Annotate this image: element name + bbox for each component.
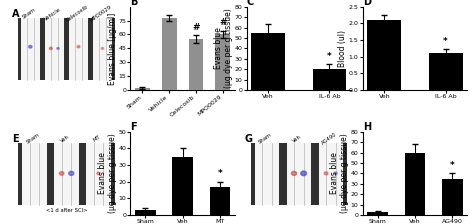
Bar — [51, 143, 54, 205]
Bar — [254, 143, 279, 205]
Text: A: A — [12, 9, 19, 19]
Y-axis label: Evans blue
(μg dye per g tissue): Evans blue (μg dye per g tissue) — [98, 134, 117, 213]
Bar — [405, 153, 425, 215]
Bar — [67, 18, 91, 80]
Bar — [279, 143, 283, 205]
Circle shape — [334, 172, 337, 175]
Text: C: C — [246, 0, 254, 7]
Text: <1 d after SCI>: <1 d after SCI> — [46, 208, 87, 213]
Y-axis label: Evans blue
(μg dye per g tissue): Evans blue (μg dye per g tissue) — [214, 9, 233, 88]
Text: *: * — [218, 169, 222, 178]
Text: #: # — [192, 23, 200, 32]
Circle shape — [324, 172, 328, 175]
Bar — [18, 143, 22, 205]
Text: F: F — [130, 122, 137, 132]
Bar — [251, 143, 283, 205]
Bar — [86, 143, 111, 205]
Bar — [42, 18, 45, 80]
Bar — [51, 143, 83, 205]
Bar — [91, 18, 115, 80]
Bar — [18, 18, 42, 80]
Bar — [442, 179, 463, 215]
Circle shape — [301, 171, 306, 176]
Bar — [283, 143, 315, 205]
Bar — [343, 143, 347, 205]
Circle shape — [291, 171, 296, 175]
Bar — [135, 210, 156, 215]
Text: Veh: Veh — [59, 134, 70, 144]
Bar — [315, 143, 347, 205]
Bar — [88, 18, 91, 80]
Bar — [251, 143, 254, 205]
Bar — [83, 143, 86, 205]
Bar — [91, 18, 93, 80]
Bar — [319, 143, 343, 205]
Y-axis label: Evans blue [μg/ml]: Evans blue [μg/ml] — [108, 12, 117, 84]
Bar — [162, 18, 177, 90]
Text: *: * — [443, 37, 448, 46]
Text: B: B — [130, 0, 138, 7]
Bar — [283, 143, 287, 205]
Text: H: H — [362, 122, 371, 132]
Y-axis label: Evans blue
(μg dye per g tissue): Evans blue (μg dye per g tissue) — [330, 134, 349, 213]
Text: Sham: Sham — [21, 7, 37, 20]
Bar — [64, 18, 67, 80]
Bar — [215, 34, 230, 90]
Bar — [311, 143, 315, 205]
Bar — [54, 143, 79, 205]
Bar — [40, 18, 42, 80]
Bar — [312, 69, 346, 90]
Text: G: G — [244, 134, 253, 144]
Circle shape — [50, 47, 52, 50]
Bar — [135, 88, 150, 90]
Bar — [22, 143, 47, 205]
Bar — [111, 143, 115, 205]
Text: #: # — [219, 18, 227, 28]
Text: MPO0029: MPO0029 — [89, 4, 113, 23]
Circle shape — [97, 172, 100, 175]
Text: Celecoxib: Celecoxib — [65, 4, 89, 23]
Bar — [315, 143, 319, 205]
Bar — [429, 53, 463, 90]
Bar — [69, 18, 88, 80]
Text: E: E — [12, 134, 19, 144]
Bar — [21, 18, 40, 80]
Text: AG490: AG490 — [321, 132, 338, 146]
Bar — [172, 157, 193, 215]
Bar — [287, 143, 311, 205]
Circle shape — [59, 172, 64, 175]
Bar — [368, 20, 401, 90]
Bar — [93, 18, 112, 80]
Text: D: D — [362, 0, 371, 7]
Text: Sham: Sham — [25, 132, 41, 145]
Bar — [67, 18, 69, 80]
Circle shape — [69, 171, 74, 175]
Text: *: * — [327, 52, 332, 61]
Circle shape — [57, 47, 59, 49]
Bar — [368, 212, 388, 215]
Y-axis label: Blood (ul): Blood (ul) — [338, 30, 347, 67]
Bar — [210, 187, 230, 215]
Text: MT: MT — [93, 135, 101, 143]
Text: Veh: Veh — [292, 134, 303, 144]
Text: *: * — [450, 161, 455, 170]
Circle shape — [29, 45, 32, 48]
Bar — [79, 143, 83, 205]
Bar — [18, 18, 21, 80]
Bar — [47, 143, 51, 205]
Text: Sham: Sham — [258, 132, 273, 145]
Bar — [45, 18, 64, 80]
Circle shape — [101, 47, 104, 49]
Bar — [189, 39, 203, 90]
Bar — [251, 33, 285, 90]
Bar — [18, 143, 51, 205]
Circle shape — [77, 45, 80, 48]
Bar — [42, 18, 67, 80]
Bar — [83, 143, 115, 205]
Text: Vehicle: Vehicle — [44, 6, 62, 21]
Bar — [112, 18, 115, 80]
